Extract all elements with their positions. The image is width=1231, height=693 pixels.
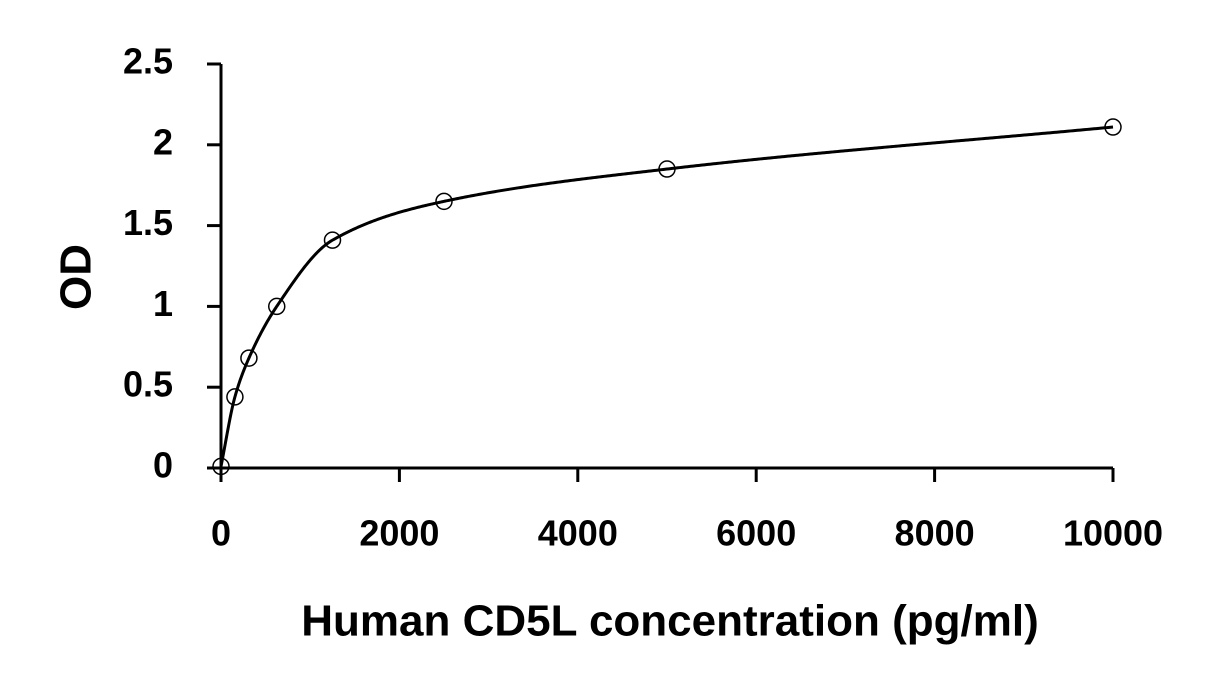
y-tick-label: 2.5 xyxy=(123,41,173,82)
x-tick-label: 6000 xyxy=(716,513,796,554)
x-tick-label: 0 xyxy=(211,513,231,554)
fit-curve-layer xyxy=(219,125,1114,467)
x-axis-title: Human CD5L concentration (pg/ml) xyxy=(301,597,1038,646)
x-tick-labels: 0 2000 4000 6000 8000 10000 xyxy=(211,513,1163,554)
fit-curve-line xyxy=(219,125,1114,467)
x-tick-label: 8000 xyxy=(895,513,975,554)
data-point xyxy=(240,349,258,367)
x-axis xyxy=(219,466,1115,482)
x-tick-label: 10000 xyxy=(1063,513,1163,554)
y-tick-label: 0.5 xyxy=(123,364,173,405)
y-axis-title: OD xyxy=(52,244,101,310)
y-tick-label: 1.5 xyxy=(123,202,173,243)
data-points-layer xyxy=(212,118,1122,476)
y-tick-label: 1 xyxy=(153,283,173,324)
data-point xyxy=(323,231,342,249)
x-tick-label: 2000 xyxy=(359,513,439,554)
x-tick-label: 4000 xyxy=(538,513,618,554)
data-point xyxy=(658,160,676,178)
data-point xyxy=(435,192,453,211)
y-axis xyxy=(207,62,223,470)
y-tick-label: 2 xyxy=(153,121,173,162)
y-tick-label: 0 xyxy=(153,445,173,486)
data-point xyxy=(268,297,286,316)
data-point xyxy=(212,457,230,476)
y-tick-labels: 0 0.5 1 1.5 2 2.5 xyxy=(123,41,173,486)
data-point xyxy=(226,388,244,406)
data-point xyxy=(1104,118,1122,136)
